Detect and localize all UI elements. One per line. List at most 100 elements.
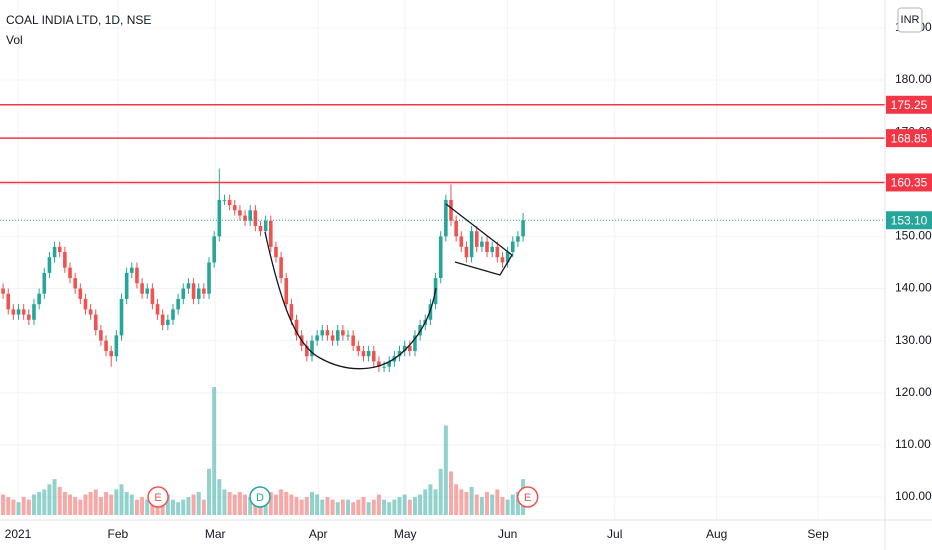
volume-bar xyxy=(407,499,412,515)
candle-body xyxy=(191,283,196,299)
candle-body xyxy=(99,330,103,341)
drawings xyxy=(264,203,513,370)
candle-body xyxy=(284,278,289,305)
y-tick-label: 110.00 xyxy=(895,437,931,451)
volume-bar xyxy=(186,497,191,515)
volume-bar xyxy=(93,489,98,515)
candle-body xyxy=(248,210,253,221)
candle-body xyxy=(27,314,31,320)
candle-body xyxy=(73,278,77,289)
candle-body xyxy=(305,345,309,357)
volume-bar xyxy=(273,494,278,515)
candle-body xyxy=(47,257,52,273)
event-label: E xyxy=(524,492,531,504)
volume-bar xyxy=(459,489,464,515)
y-tick-label: 150.00 xyxy=(895,229,932,243)
x-tick-label: Aug xyxy=(706,527,727,541)
y-tick-label: 180.00 xyxy=(895,72,932,86)
last-price-label: 153.10 xyxy=(891,213,928,227)
candle-body xyxy=(490,246,494,253)
volume-bar xyxy=(150,502,155,515)
candle-body xyxy=(37,293,41,305)
volume-bar xyxy=(340,499,345,515)
volume-bar xyxy=(16,502,21,515)
candle-body xyxy=(32,304,36,320)
event-marker[interactable] xyxy=(516,486,539,508)
event-label: E xyxy=(154,492,161,504)
candle-body xyxy=(57,246,62,253)
candle-body xyxy=(382,366,386,368)
volume-bar xyxy=(6,497,11,515)
volume-bar xyxy=(279,489,284,515)
x-tick-label: Jul xyxy=(607,527,622,541)
candle-body xyxy=(109,351,114,357)
volume-bar xyxy=(21,497,26,515)
candle-body xyxy=(371,351,376,362)
candle-body xyxy=(274,246,278,258)
volume-bar xyxy=(165,494,170,515)
volume-bar xyxy=(356,499,361,515)
price-label-box xyxy=(886,173,932,192)
volume-bar xyxy=(418,494,423,515)
volume-bar xyxy=(325,497,330,515)
volume-bar xyxy=(284,491,289,515)
candle-body xyxy=(145,288,150,294)
x-tick-label: Apr xyxy=(309,527,328,541)
candle-body xyxy=(104,340,108,352)
volume-bar xyxy=(474,494,479,515)
candle-body xyxy=(438,236,443,279)
volume-bar xyxy=(145,499,150,515)
volume-bar xyxy=(315,494,320,515)
volume-bar xyxy=(402,494,407,515)
y-tick-label: 140.00 xyxy=(895,281,932,295)
candle-body xyxy=(335,330,340,341)
volume-bar xyxy=(140,497,145,515)
event-label: D xyxy=(256,492,264,504)
candle-body xyxy=(166,319,170,325)
candle-body xyxy=(129,267,134,273)
volume-bar xyxy=(57,486,62,515)
volume-bar xyxy=(397,497,402,515)
volume-bar xyxy=(351,502,356,515)
volume-bar xyxy=(114,489,119,515)
candle-body xyxy=(356,345,361,352)
volume-bar xyxy=(448,471,453,515)
volume-bar xyxy=(119,484,124,515)
event-marker[interactable] xyxy=(147,486,169,508)
candle-body xyxy=(521,220,525,237)
volume-bar xyxy=(500,497,505,515)
volume-bar xyxy=(47,484,52,515)
volume-bar xyxy=(176,502,181,515)
volume-bar xyxy=(217,479,222,515)
candle-body xyxy=(1,288,5,294)
candle-body xyxy=(171,309,175,320)
x-tick-label: 2021 xyxy=(5,527,32,541)
y-tick-label: 130.00 xyxy=(895,333,932,347)
triangle-drawing xyxy=(445,203,513,276)
volume-bar xyxy=(479,497,484,515)
price-label-box xyxy=(886,211,932,230)
candle-body xyxy=(160,314,165,325)
candle-body xyxy=(135,267,139,284)
volume-bar xyxy=(428,484,433,515)
volume-bar xyxy=(454,484,459,515)
candle-body xyxy=(413,335,417,352)
volume-bar xyxy=(412,497,417,515)
candle-body xyxy=(294,319,299,336)
candle-body xyxy=(516,236,520,242)
candle-body xyxy=(207,262,211,294)
volume-bar xyxy=(11,499,16,515)
volume-bar xyxy=(68,494,73,515)
y-tick-label: 120.00 xyxy=(895,385,932,399)
candle-body xyxy=(495,246,500,258)
candle-body xyxy=(238,210,242,216)
volume-bar xyxy=(248,497,253,515)
candle-body xyxy=(408,345,412,352)
price-label-box xyxy=(886,95,932,114)
volume-bar xyxy=(382,499,387,515)
candle-body xyxy=(186,283,191,289)
candle-body xyxy=(469,231,474,258)
volume-bar xyxy=(62,491,67,515)
event-marker[interactable] xyxy=(249,486,271,508)
